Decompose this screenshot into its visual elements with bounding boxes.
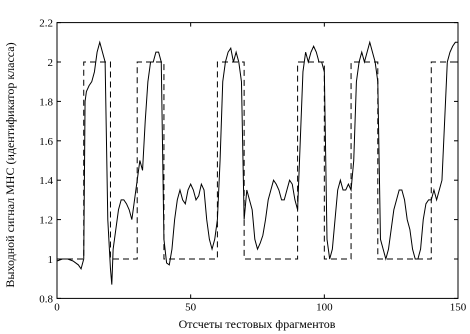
output-line: [56, 40, 458, 285]
x-tick-label: 100: [316, 301, 333, 313]
x-tick-label: 150: [450, 301, 467, 313]
y-tick-label: 1.6: [39, 136, 53, 148]
y-tick-label: 2: [48, 57, 54, 69]
target-line: [57, 61, 458, 260]
y-tick-label: 2.2: [39, 18, 53, 30]
y-tick-label: 1: [48, 254, 54, 266]
y-axis-label: Выходной сигнал МНС (идентификатор класс…: [3, 42, 17, 287]
y-tick-label: 1.4: [39, 175, 53, 187]
x-axis-label: Отсчеты тестовых фрагментов: [179, 317, 336, 331]
y-tick-label: 1.2: [39, 215, 53, 227]
y-tick-label: 1.8: [39, 96, 53, 108]
plot-frame: [56, 22, 459, 299]
x-tick-label: 50: [185, 301, 197, 313]
y-tick-label: 0.8: [39, 293, 53, 305]
x-tick-label: 0: [54, 301, 60, 313]
